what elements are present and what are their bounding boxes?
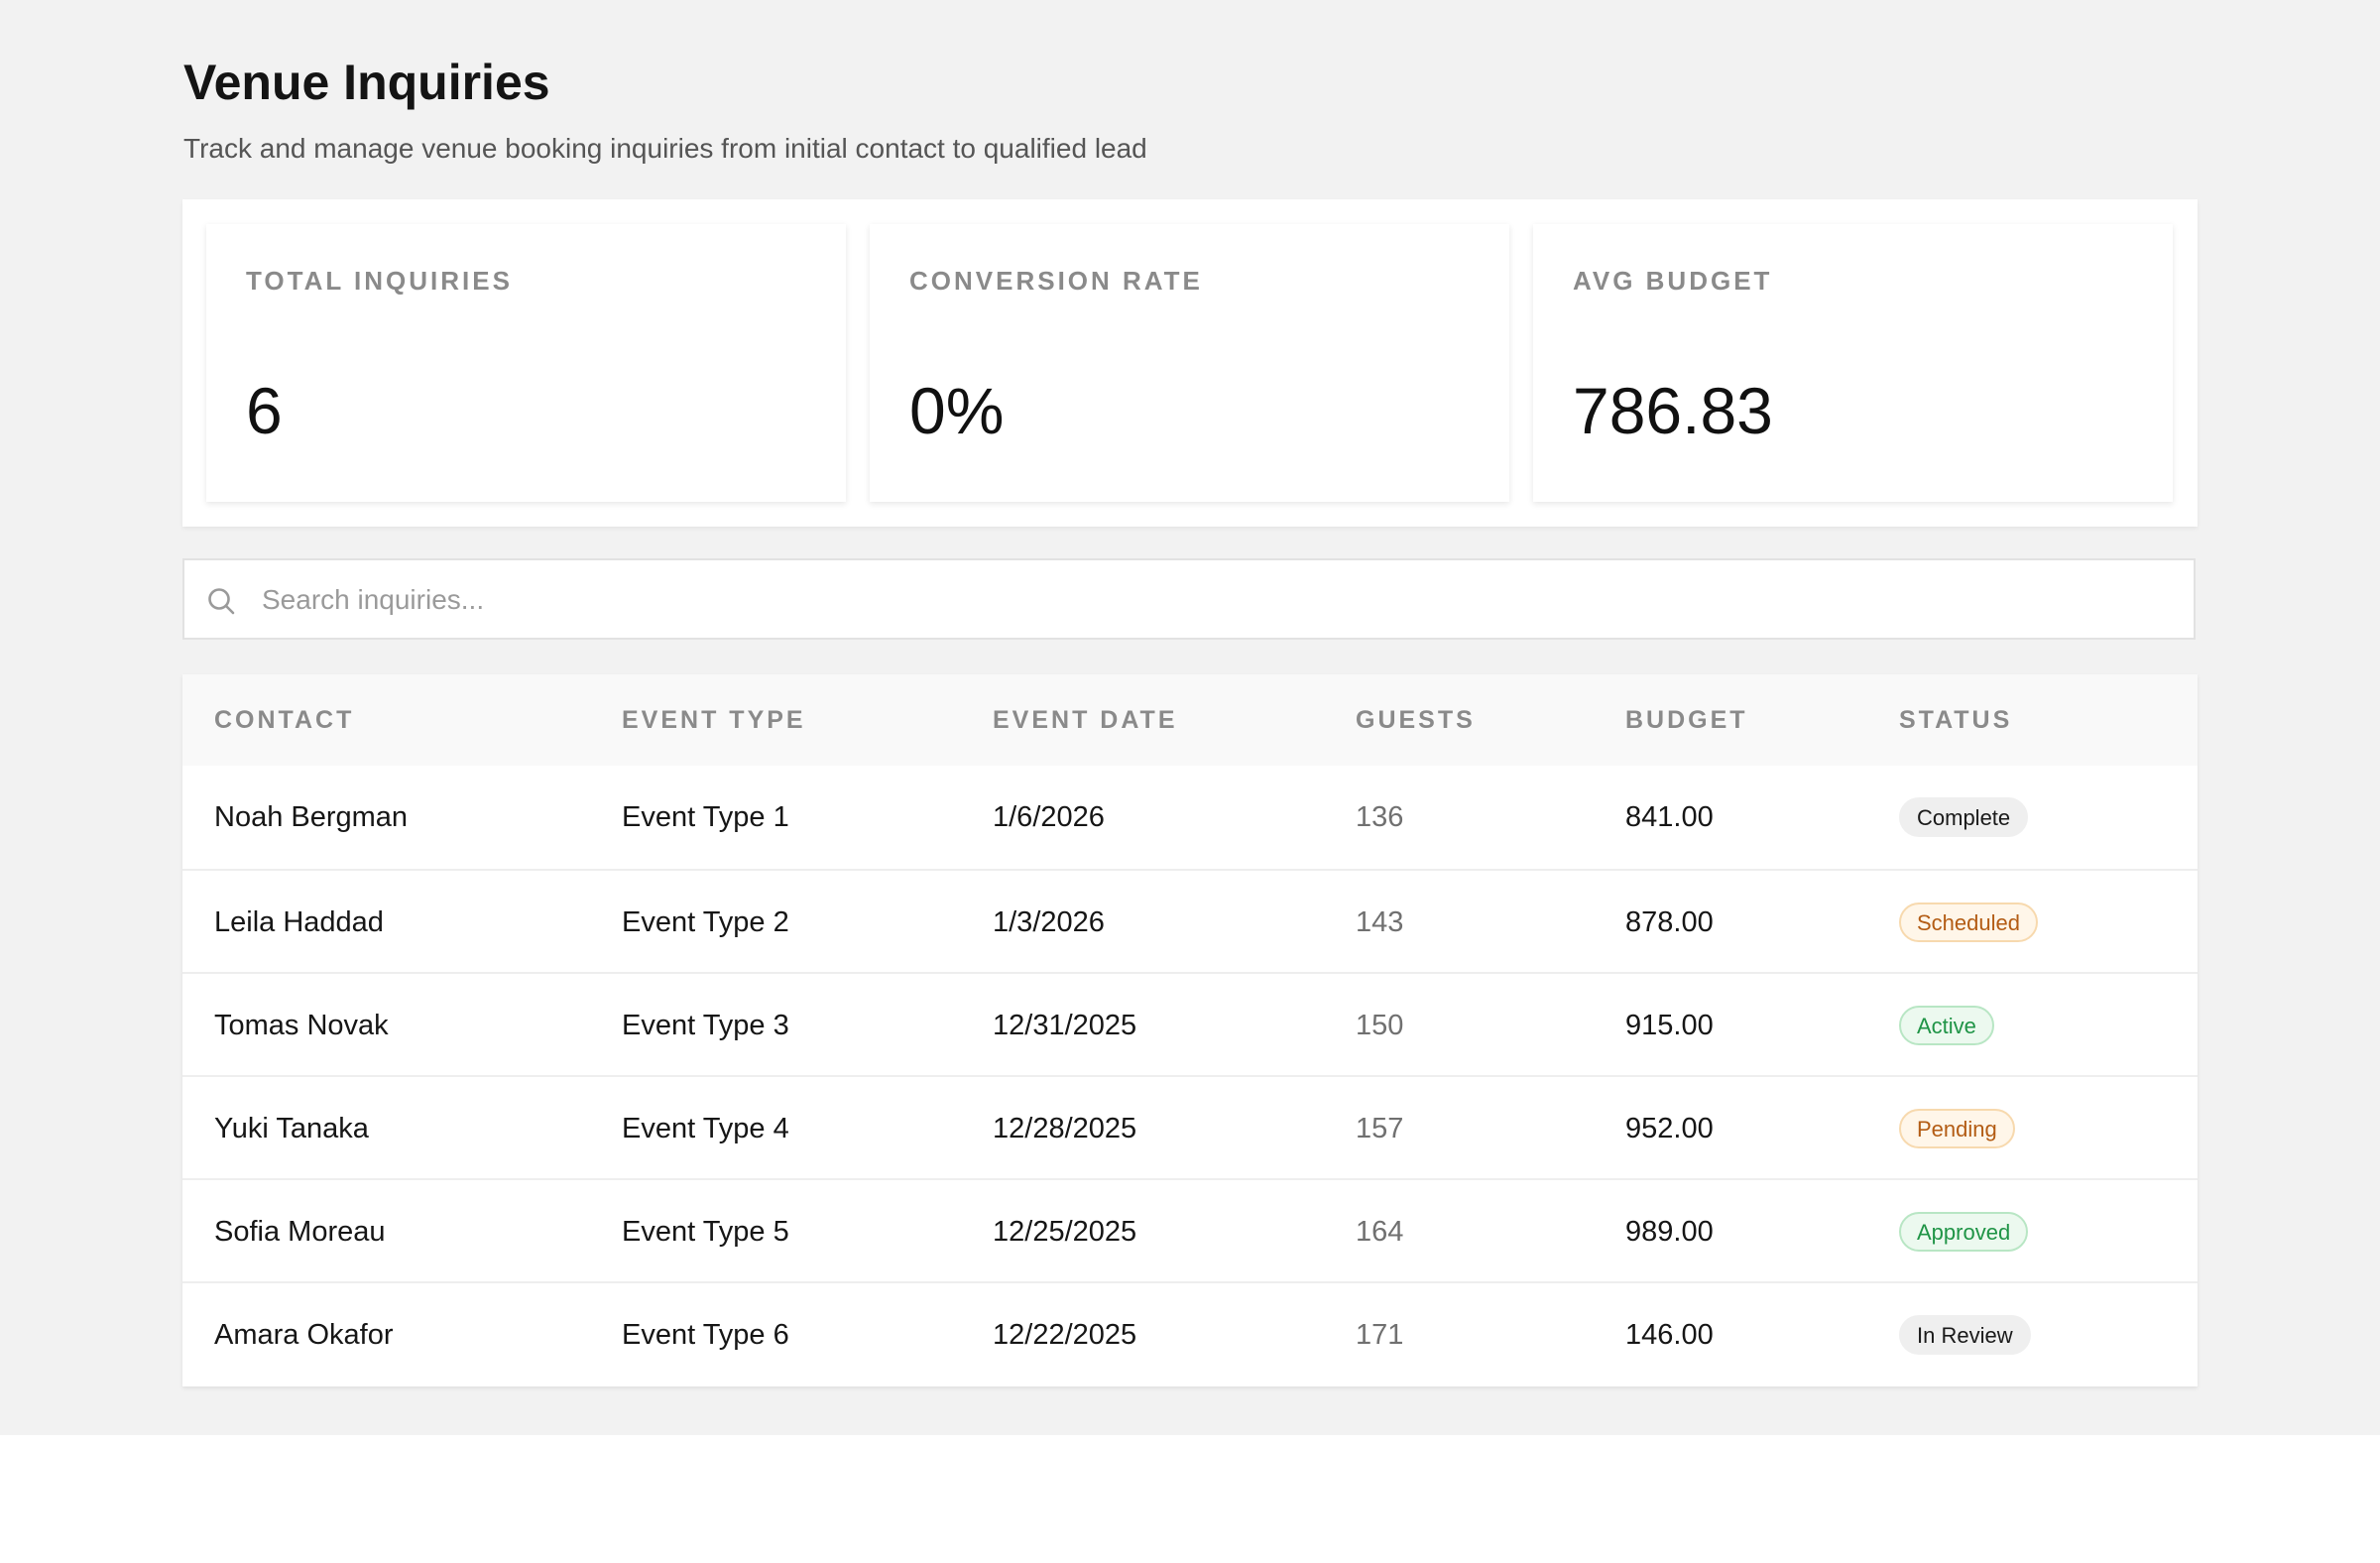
table-row[interactable]: Tomas Novak Event Type 3 12/31/2025 150 …: [182, 972, 2198, 1075]
status-badge: Pending: [1899, 1109, 2015, 1148]
cell-guests: 171: [1356, 1319, 1404, 1351]
cell-guests: 150: [1356, 1010, 1404, 1041]
inquiries-table: CONTACT EVENT TYPE EVENT DATE GUESTS BUD…: [182, 674, 2198, 1386]
cell-event-date: 12/22/2025: [993, 1319, 1137, 1351]
cell-event-type: Event Type 6: [622, 1319, 789, 1351]
cell-contact: Yuki Tanaka: [214, 1113, 369, 1144]
cell-event-type: Event Type 4: [622, 1113, 789, 1144]
cell-event-date: 12/31/2025: [993, 1010, 1137, 1041]
status-badge: In Review: [1899, 1315, 2031, 1355]
column-header-event-date[interactable]: EVENT DATE: [993, 706, 1178, 734]
cell-contact: Leila Haddad: [214, 906, 384, 938]
stat-value: 6: [246, 374, 283, 447]
cell-guests: 164: [1356, 1216, 1404, 1248]
cell-budget: 952.00: [1625, 1113, 1714, 1144]
page-title: Venue Inquiries: [183, 55, 550, 110]
table-row[interactable]: Sofia Moreau Event Type 5 12/25/2025 164…: [182, 1178, 2198, 1281]
cell-budget: 915.00: [1625, 1010, 1714, 1041]
stat-card-total-inquiries: TOTAL INQUIRIES 6: [206, 224, 846, 502]
column-header-budget[interactable]: BUDGET: [1625, 706, 1748, 734]
column-header-guests[interactable]: GUESTS: [1356, 706, 1476, 734]
search-input[interactable]: [260, 570, 2148, 630]
stat-card-conversion-rate: CONVERSION RATE 0%: [870, 224, 1509, 502]
table-row[interactable]: Noah Bergman Event Type 1 1/6/2026 136 8…: [182, 766, 2198, 869]
cell-event-type: Event Type 1: [622, 801, 789, 833]
stat-value: 0%: [909, 374, 1005, 447]
cell-contact: Noah Bergman: [214, 801, 409, 833]
cell-event-date: 1/6/2026: [993, 801, 1105, 833]
stat-card-avg-budget: AVG BUDGET 786.83: [1533, 224, 2173, 502]
column-header-event-type[interactable]: EVENT TYPE: [622, 706, 806, 734]
table-header: CONTACT EVENT TYPE EVENT DATE GUESTS BUD…: [182, 674, 2198, 766]
column-header-contact[interactable]: CONTACT: [214, 706, 355, 734]
cell-event-type: Event Type 3: [622, 1010, 789, 1041]
cell-event-type: Event Type 5: [622, 1216, 789, 1248]
status-badge: Approved: [1899, 1212, 2029, 1252]
search-icon: [206, 586, 236, 616]
stat-value: 786.83: [1573, 374, 1773, 447]
cell-event-date: 12/25/2025: [993, 1216, 1137, 1248]
cell-event-type: Event Type 2: [622, 906, 789, 938]
cell-budget: 146.00: [1625, 1319, 1714, 1351]
cell-contact: Sofia Moreau: [214, 1216, 386, 1248]
table-row[interactable]: Leila Haddad Event Type 2 1/3/2026 143 8…: [182, 869, 2198, 972]
table-row[interactable]: Amara Okafor Event Type 6 12/22/2025 171…: [182, 1281, 2198, 1384]
cell-event-date: 1/3/2026: [993, 906, 1105, 938]
cell-contact: Tomas Novak: [214, 1010, 389, 1041]
stat-label: TOTAL INQUIRIES: [246, 266, 513, 296]
page-subtitle: Track and manage venue booking inquiries…: [183, 133, 1147, 164]
table-row[interactable]: Yuki Tanaka Event Type 4 12/28/2025 157 …: [182, 1075, 2198, 1178]
cell-guests: 157: [1356, 1113, 1404, 1144]
cell-guests: 136: [1356, 801, 1404, 833]
status-badge: Active: [1899, 1006, 1994, 1045]
column-header-status[interactable]: STATUS: [1899, 706, 2013, 734]
cell-contact: Amara Okafor: [214, 1319, 394, 1351]
stat-label: AVG BUDGET: [1573, 266, 1773, 296]
status-badge: Complete: [1899, 797, 2029, 837]
stats-panel: TOTAL INQUIRIES 6 CONVERSION RATE 0% AVG…: [182, 199, 2198, 527]
cell-guests: 143: [1356, 906, 1404, 938]
cell-budget: 878.00: [1625, 906, 1714, 938]
status-badge: Scheduled: [1899, 902, 2038, 942]
cell-event-date: 12/28/2025: [993, 1113, 1137, 1144]
search-box[interactable]: [182, 558, 2196, 640]
stat-label: CONVERSION RATE: [909, 266, 1203, 296]
cell-budget: 989.00: [1625, 1216, 1714, 1248]
cell-budget: 841.00: [1625, 801, 1714, 833]
